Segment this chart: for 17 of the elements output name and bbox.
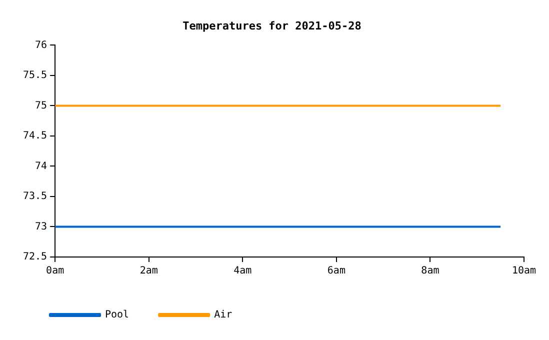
x-tick-label: 0am [46, 266, 64, 277]
y-tick-label: 76 [35, 40, 48, 51]
legend-label: Pool [105, 310, 130, 321]
y-tick-label: 75.5 [22, 70, 48, 82]
y-tick-label: 72.5 [22, 252, 48, 263]
y-tick-label: 73.5 [22, 191, 48, 202]
x-tick-label: 2am [140, 266, 158, 277]
x-tick-label: 4am [234, 266, 252, 277]
y-tick-label: 73 [35, 221, 48, 232]
y-tick-label: 74 [35, 160, 48, 172]
y-tick-label: 74.5 [22, 130, 48, 142]
x-tick-label: 6am [327, 266, 346, 277]
chart-title: Temperatures for 2021-05-28 [182, 19, 362, 32]
y-tick-label: 75 [35, 100, 48, 112]
x-tick-label: 10am [512, 266, 536, 277]
x-tick-label: 8am [421, 266, 440, 277]
legend-label: Air [214, 310, 232, 321]
